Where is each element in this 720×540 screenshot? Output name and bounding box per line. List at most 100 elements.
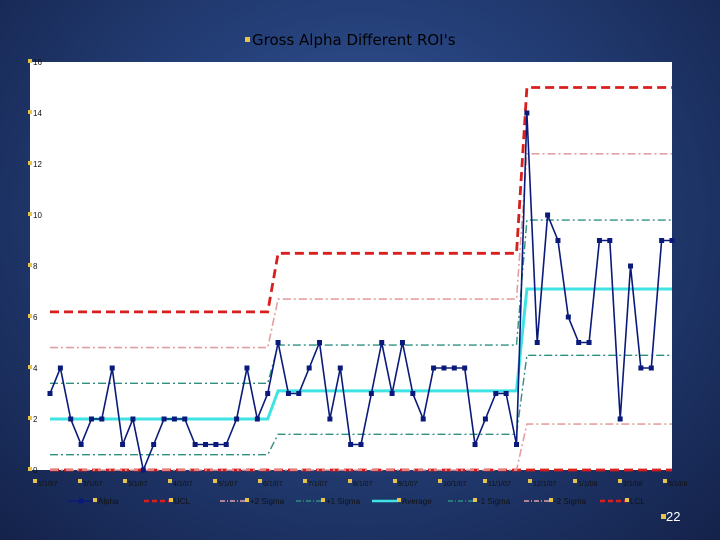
y-tick-label: 0 (33, 466, 38, 475)
alpha-point (57, 365, 63, 371)
alpha-point (410, 391, 416, 396)
alpha-point (99, 416, 105, 422)
alpha-point (234, 416, 240, 422)
legend-bullet (473, 498, 477, 502)
series-line-2-sigma (50, 423, 672, 471)
legend-bullet (169, 498, 173, 502)
legend-label: -1 Sigma (478, 497, 511, 506)
x-tick-label: 2/1/08 (623, 481, 643, 488)
alpha-point (638, 365, 644, 371)
alpha-point (420, 416, 426, 422)
y-tick-bullet (28, 314, 32, 318)
alpha-point (514, 442, 519, 447)
y-axis: 0 2 4 6 8 10 12 14 16 (28, 58, 42, 475)
legend-bullet (549, 498, 553, 502)
alpha-point (399, 340, 405, 345)
x-tick-label: 4/1/07 (173, 481, 193, 488)
legend-bullet (245, 498, 249, 502)
legend-label: LCL (630, 497, 645, 506)
alpha-point (182, 416, 188, 422)
alpha-point (130, 416, 136, 422)
alpha-point (348, 442, 354, 447)
x-tick-label: 11/1/07 (488, 481, 511, 488)
alpha-point (462, 365, 468, 371)
alpha-point (358, 442, 364, 447)
alpha-point (161, 416, 167, 422)
y-tick-label: 16 (33, 58, 42, 67)
alpha-point (628, 263, 634, 269)
y-tick-label: 8 (33, 262, 38, 271)
alpha-point (441, 365, 447, 371)
x-tick-label: 1/1/07 (38, 481, 58, 488)
alpha-point (213, 442, 219, 447)
legend-bullet (397, 498, 401, 502)
x-tick-label: 8/1/07 (353, 481, 373, 488)
alpha-point (327, 416, 333, 422)
x-tick-label: 12/1/07 (533, 481, 556, 488)
x-tick-bullet (33, 479, 37, 483)
x-tick-label: 2/1/07 (83, 481, 103, 488)
alpha-point (596, 238, 602, 243)
y-tick-bullet (28, 212, 32, 216)
alpha-point (669, 238, 675, 243)
alpha-point (545, 212, 551, 218)
y-tick-label: 2 (33, 415, 38, 424)
alpha-point (88, 416, 94, 422)
alpha-point (109, 365, 115, 371)
alpha-point (617, 416, 623, 422)
alpha-point (493, 391, 499, 396)
alpha-point (47, 391, 53, 396)
x-tick-bullet (483, 479, 487, 483)
y-tick-bullet (28, 161, 32, 165)
alpha-point (576, 340, 582, 345)
alpha-point (586, 340, 592, 345)
alpha-point (223, 442, 229, 447)
x-tick-label: 9/1/07 (398, 481, 418, 488)
x-tick-label: 1/1/08 (578, 481, 598, 488)
x-tick-bullet (123, 479, 127, 483)
alpha-point (472, 442, 478, 447)
legend-label: +1 Sigma (326, 497, 361, 506)
y-tick-bullet (28, 59, 32, 63)
series-line-2-sigma (50, 153, 672, 349)
y-tick-label: 14 (33, 109, 42, 118)
y-tick-bullet (28, 365, 32, 369)
legend-label: UCL (174, 497, 191, 506)
x-tick-bullet (438, 479, 442, 483)
title-bullet (245, 37, 250, 42)
alpha-point (296, 391, 302, 396)
alpha-point (120, 442, 126, 447)
series-line-1-sigma (50, 354, 672, 456)
page-number: 22 (666, 509, 680, 524)
x-tick-label: 10/1/07 (443, 481, 466, 488)
alpha-point (171, 416, 177, 422)
page-number-bullet (661, 514, 666, 519)
x-axis: 1/1/07 2/1/07 3/1/07 4/1/07 5/1/07 6/1/07 7/1/… (33, 479, 688, 488)
x-tick-label: 6/1/07 (263, 481, 283, 488)
alpha-point (285, 391, 291, 396)
alpha-point (265, 391, 271, 396)
series-line-1-sigma (50, 219, 672, 384)
alpha-point (254, 416, 260, 422)
alpha-point (607, 238, 613, 243)
series-layer (47, 86, 675, 473)
alpha-point (503, 391, 509, 396)
alpha-point (555, 238, 561, 243)
x-tick-label: 3/1/08 (668, 481, 688, 488)
alpha-point (337, 365, 343, 371)
x-tick-bullet (528, 479, 532, 483)
x-tick-bullet (348, 479, 352, 483)
alpha-point (389, 391, 395, 396)
x-tick-bullet (663, 479, 667, 483)
x-tick-label: 5/1/07 (218, 481, 238, 488)
legend-marker (78, 498, 84, 504)
alpha-point (192, 442, 198, 447)
series-line-ucl (50, 86, 672, 314)
legend-label: Average (402, 497, 432, 506)
x-tick-bullet (78, 479, 82, 483)
x-tick-label: 7/1/07 (308, 481, 328, 488)
x-tick-label: 3/1/07 (128, 481, 148, 488)
legend-bullet (625, 498, 629, 502)
alpha-point (140, 467, 146, 473)
